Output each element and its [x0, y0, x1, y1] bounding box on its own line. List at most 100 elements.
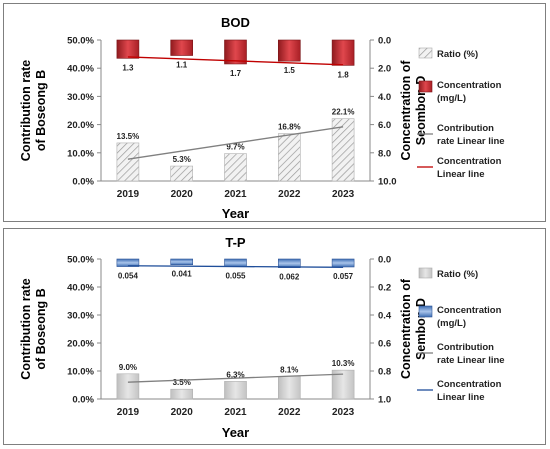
- ratio-data-label: 8.1%: [280, 365, 298, 374]
- concentration-data-label: 1.8: [338, 70, 350, 79]
- legend-label-line: Concentration: [437, 80, 502, 91]
- right-axis-title-text: Concentration ofSembon D: [399, 278, 428, 379]
- left-axis-title-line: of Boseong B: [34, 70, 48, 151]
- right-axis-title-line: Seombon D: [414, 76, 428, 145]
- legend-label-line: Linear line: [437, 169, 485, 180]
- legend-swatch-concentration: [418, 305, 433, 318]
- concentration-bar: [224, 258, 247, 267]
- legend-label-concentration: Concentration (mg/L): [437, 80, 502, 104]
- right-tick-label: 8.0: [378, 148, 391, 159]
- left-axis-title-line: of Boseong B: [34, 288, 48, 369]
- left-tick-label: 50.0%: [67, 36, 94, 47]
- concentration-trendline: [127, 265, 344, 268]
- contribution-trendline: [127, 126, 344, 160]
- right-tick-label: 0.2: [378, 283, 391, 294]
- right-axis-title: Concentration ofSembon D: [399, 278, 428, 379]
- ratio-bar: [116, 142, 140, 182]
- x-tick-label: 2023: [332, 407, 355, 418]
- ratio-data-label: 6.3%: [226, 370, 244, 379]
- right-tick-label: 0.4: [378, 311, 392, 322]
- right-tick-label: 0.0: [378, 36, 391, 47]
- legend-label-concentration-trend: Concentration Linear line: [437, 379, 502, 403]
- concentration-data-label: 0.062: [279, 273, 300, 282]
- left-tick-label: 40.0%: [67, 64, 94, 75]
- right-tick-label: 2.0: [378, 64, 391, 75]
- x-tick-label: 2020: [171, 189, 194, 200]
- concentration-bar: [116, 258, 140, 267]
- x-tick-label: 2019: [117, 407, 140, 418]
- ratio-data-label: 13.5%: [117, 132, 140, 141]
- concentration-data-label: 0.054: [118, 272, 139, 281]
- x-tick-label: 2021: [224, 407, 247, 418]
- concentration-data-label: 0.041: [172, 270, 193, 279]
- x-tick-label: 2019: [117, 189, 140, 200]
- left-tick-label: 20.0%: [67, 120, 94, 131]
- concentration-data-label: 1.7: [230, 69, 242, 78]
- right-tick-label: 0.6: [378, 339, 391, 350]
- ratio-data-label: 3.5%: [173, 378, 191, 387]
- left-tick-label: 50.0%: [67, 255, 94, 266]
- concentration-data-label: 0.057: [333, 272, 354, 281]
- right-tick-label: 0.0: [378, 255, 391, 266]
- legend-label-line: Linear line: [437, 392, 485, 403]
- ratio-bar: [277, 376, 301, 400]
- right-axis-title-line: Concentration of: [399, 60, 413, 161]
- legend-label-line: (mg/L): [437, 318, 466, 329]
- left-tick-label: 30.0%: [67, 92, 94, 103]
- legend-label-line: Contribution: [437, 123, 494, 134]
- x-axis-title: Year: [222, 206, 249, 221]
- left-axis-title-line: Contribution rate: [19, 278, 33, 379]
- x-tick-label: 2022: [278, 189, 301, 200]
- ratio-bar: [170, 165, 193, 182]
- left-axis-title: Contribution rateof Boseong B: [19, 278, 48, 379]
- ratio-bar: [224, 381, 247, 400]
- legend-swatch-ratio: [418, 267, 433, 279]
- right-tick-label: 6.0: [378, 120, 391, 131]
- legend-label-concentration: Concentration (mg/L): [437, 305, 502, 329]
- legend-swatch-ratio: [418, 47, 433, 59]
- concentration-bar: [224, 39, 247, 65]
- concentration-bar: [170, 258, 193, 266]
- ratio-bar: [224, 153, 247, 182]
- legend-label-line: rate Linear line: [437, 136, 505, 147]
- ratio-data-label: 22.1%: [332, 108, 355, 117]
- left-axis-title-text: Contribution rateof Boseong B: [19, 278, 48, 379]
- ratio-data-label: 16.8%: [278, 123, 301, 132]
- chart-title: T-P: [225, 235, 246, 250]
- right-tick-label: 1.0: [378, 395, 391, 406]
- x-tick-label: 2023: [332, 189, 355, 200]
- concentration-data-label: 1.5: [284, 66, 296, 75]
- left-tick-label: 30.0%: [67, 311, 94, 322]
- concentration-trendline: [127, 56, 344, 66]
- x-tick-label: 2021: [224, 189, 247, 200]
- left-tick-label: 40.0%: [67, 283, 94, 294]
- concentration-bar: [170, 39, 193, 56]
- legend-swatch-concentration: [418, 80, 433, 93]
- legend-label-concentration-trend: Concentration Linear line: [437, 156, 502, 180]
- x-tick-label: 2020: [171, 407, 194, 418]
- ratio-bar: [116, 373, 140, 400]
- concentration-bar: [331, 39, 355, 66]
- ratio-data-label: 10.3%: [332, 359, 355, 368]
- concentration-bar: [116, 39, 140, 59]
- right-tick-label: 4.0: [378, 92, 391, 103]
- legend-label-line: (mg/L): [437, 93, 466, 104]
- ratio-data-label: 9.0%: [119, 363, 137, 372]
- concentration-bar: [277, 258, 301, 268]
- legend-label-contribution-trend: Contribution rate Linear line: [437, 342, 505, 366]
- concentration-bar: [277, 39, 301, 62]
- x-axis-title: Year: [222, 425, 249, 440]
- contribution-trendline: [127, 373, 344, 383]
- legend: Ratio (%) Concentration (mg/L) Contribution…: [417, 47, 505, 180]
- right-axis-title-text: Concentration ofSeombon D: [399, 60, 428, 161]
- right-axis-title: Concentration ofSeombon D: [399, 60, 428, 161]
- left-tick-label: 10.0%: [67, 148, 94, 159]
- legend-label-line: Concentration: [437, 305, 502, 316]
- legend-label-line: Concentration: [437, 156, 502, 167]
- concentration-bar: [331, 258, 355, 268]
- chart-title: BOD: [221, 15, 250, 30]
- bod-chart-panel: BOD 0.0% 10.0% 20.0% 30.0% 40.0% 50.0% 0.0 2.0 4.…: [3, 3, 546, 222]
- left-axis-title: Contribution rateof Boseong B: [19, 60, 48, 161]
- left-tick-label: 20.0%: [67, 339, 94, 350]
- ratio-bar: [331, 118, 355, 182]
